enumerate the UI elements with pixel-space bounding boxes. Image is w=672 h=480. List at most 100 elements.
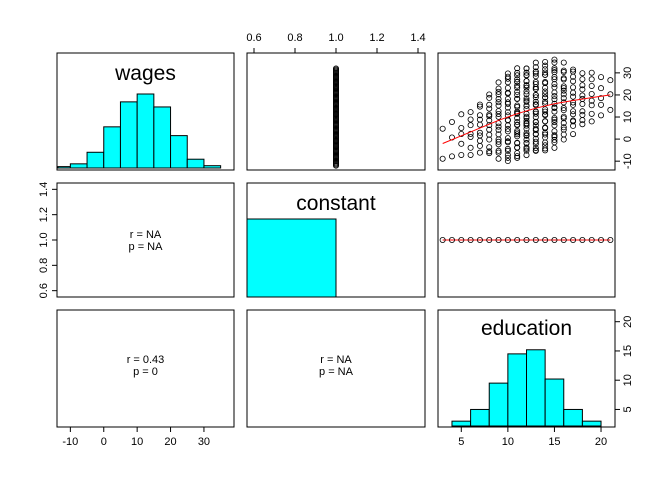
- wages-hist-bar: [103, 126, 121, 169]
- scatter-point: [579, 92, 586, 99]
- scatter-point: [570, 236, 577, 243]
- scatter-point: [523, 105, 530, 112]
- right-axis-tick-label: -10: [622, 153, 634, 169]
- scatter-point: [588, 76, 595, 83]
- scatter-point: [570, 66, 577, 73]
- scatter-point: [486, 105, 493, 112]
- scatter-point: [514, 82, 521, 89]
- scatter-point: [551, 116, 558, 123]
- scatter-point: [476, 112, 483, 119]
- scatter-point: [504, 70, 511, 77]
- scatter-point: [504, 73, 511, 80]
- wages-hist-bar: [86, 151, 105, 169]
- scatter-point: [570, 68, 577, 75]
- scatter-point: [579, 101, 586, 108]
- wages-education-cor-panel: [56, 309, 235, 428]
- education-title: education: [481, 317, 572, 340]
- scatter-point: [532, 98, 539, 105]
- scatter-point: [504, 158, 511, 165]
- scatter-point: [504, 154, 511, 161]
- scatter-point: [332, 65, 339, 72]
- scatter-point: [551, 132, 558, 139]
- scatter-point: [476, 149, 483, 156]
- scatter-point: [523, 82, 530, 89]
- scatter-point: [514, 131, 521, 138]
- scatter-point: [523, 65, 530, 72]
- scatter-point: [579, 108, 586, 115]
- scatter-point: [542, 145, 549, 152]
- scatter-point: [542, 142, 549, 149]
- scatter-point: [551, 59, 558, 66]
- scatter-point: [532, 73, 539, 80]
- scatter-point: [579, 86, 586, 93]
- scatter-point: [514, 72, 521, 79]
- scatter-point: [476, 101, 483, 108]
- scatter-point: [523, 91, 530, 98]
- scatter-point: [448, 236, 455, 243]
- scatter-point: [607, 236, 614, 243]
- scatter-point: [467, 116, 474, 123]
- scatter-point: [598, 236, 605, 243]
- right-axis-tick-label: 0: [622, 136, 634, 142]
- scatter-point: [532, 144, 539, 151]
- scatter-point: [542, 98, 549, 105]
- scatter-point: [504, 109, 511, 116]
- scatter-point: [523, 78, 530, 85]
- education-hist-bar: [563, 408, 583, 427]
- scatter-point: [495, 113, 502, 120]
- scatter-point: [495, 126, 502, 133]
- scatter-point: [495, 123, 502, 130]
- scatter-point: [523, 236, 530, 243]
- scatter-point: [523, 122, 530, 129]
- education-bottom-axis-tick-label: 15: [548, 436, 560, 448]
- scatter-point: [523, 97, 530, 104]
- scatter-point: [458, 130, 465, 137]
- scatter-point: [504, 147, 511, 154]
- scatter-point: [588, 82, 595, 89]
- scatter-point: [532, 138, 539, 145]
- scatter-point: [486, 94, 493, 101]
- scatter-point: [495, 131, 502, 138]
- scatter-point: [504, 99, 511, 106]
- scatter-point: [532, 236, 539, 243]
- scatter-point: [486, 101, 493, 108]
- scatter-point: [514, 102, 521, 109]
- scatter-point: [532, 147, 539, 154]
- right-axis-tick-label: 30: [622, 67, 634, 79]
- scatter-point: [570, 99, 577, 106]
- scatter-point: [532, 70, 539, 77]
- education-vs-constant-points: [439, 236, 614, 243]
- wages-education-r-label: r = 0.43: [127, 354, 165, 366]
- education-right-axis-tick-label: 15: [622, 345, 634, 357]
- scatter-point: [504, 152, 511, 159]
- scatter-point: [560, 91, 567, 98]
- education-wages-smooth-line: [442, 94, 611, 144]
- scatter-point: [504, 84, 511, 91]
- scatter-point: [495, 102, 502, 109]
- scatter-point: [579, 111, 586, 118]
- education-right-axis-tick-label: 10: [622, 374, 634, 386]
- scatter-point: [542, 88, 549, 95]
- scatter-point: [579, 70, 586, 77]
- scatter-point: [598, 74, 605, 81]
- scatter-point: [560, 236, 567, 243]
- scatter-point: [467, 130, 474, 137]
- scatter-point: [588, 110, 595, 117]
- scatter-point: [476, 142, 483, 149]
- wages-hist-bar: [203, 165, 222, 169]
- scatter-point: [514, 79, 521, 86]
- scatter-point: [448, 118, 455, 125]
- scatter-point: [523, 72, 530, 79]
- scatter-point: [607, 91, 614, 98]
- wages-hist-bar: [119, 101, 138, 169]
- education-hist-bar: [544, 378, 565, 427]
- scatter-point: [504, 112, 511, 119]
- scatter-point: [495, 155, 502, 162]
- scatter-point: [542, 58, 549, 65]
- constant-vs-wages-panel: [246, 52, 426, 171]
- top-axis-tick-label: 1.0: [328, 32, 343, 44]
- wages-constant-cor-panel: [56, 182, 235, 298]
- wages-title: wages: [114, 62, 176, 85]
- scatter-point: [551, 144, 558, 151]
- scatter-point: [495, 236, 502, 243]
